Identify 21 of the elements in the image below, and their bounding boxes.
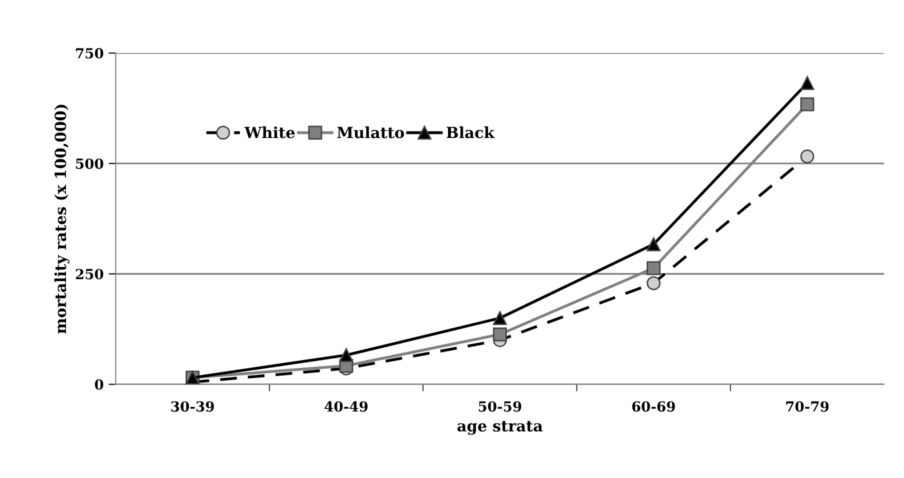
x-tick-label: 50-59 (478, 401, 522, 412)
y-tick-label: 500 (76, 158, 104, 169)
y-tick-label: 750 (76, 48, 104, 59)
x-tick-label: 70-79 (786, 401, 829, 412)
point (339, 348, 354, 362)
point (800, 76, 814, 90)
legend-label: Black (446, 126, 495, 138)
point (646, 261, 661, 276)
point (800, 97, 814, 112)
x-axis-title: age strata (457, 420, 543, 435)
point (492, 311, 507, 326)
y-tick-label: 0 (94, 379, 104, 390)
point (646, 237, 661, 252)
legend-label: Mulatto (337, 126, 404, 138)
y-axis-title: mortality rates (x 100,000) (54, 104, 70, 334)
x-tick-label: 30-39 (171, 401, 214, 412)
legend-label: White (244, 126, 295, 138)
y-tick-label: 250 (76, 268, 104, 280)
x-tick-label: 40-49 (324, 401, 368, 412)
x-tick-label: 60-69 (632, 401, 675, 412)
point (492, 327, 507, 342)
